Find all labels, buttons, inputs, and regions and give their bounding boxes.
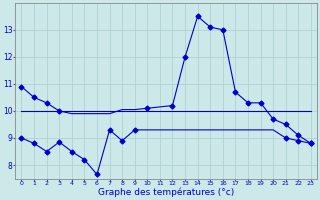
X-axis label: Graphe des températures (°c): Graphe des températures (°c)	[98, 188, 234, 197]
